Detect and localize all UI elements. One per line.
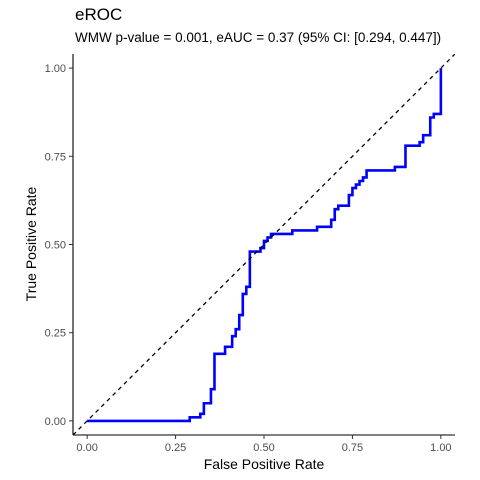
x-tick-label: 0.50	[253, 442, 274, 454]
chart-title: eROC	[75, 5, 123, 24]
y-tick-label: 0.00	[45, 416, 66, 428]
x-tick-label: 0.00	[76, 442, 97, 454]
y-tick-label: 0.75	[45, 151, 66, 163]
x-tick-label: 0.25	[165, 442, 186, 454]
x-tick-label: 1.00	[430, 442, 451, 454]
x-tick-label: 0.75	[342, 442, 363, 454]
y-axis-label: True Positive Rate	[23, 186, 39, 301]
chart-subtitle: WMW p-value = 0.001, eAUC = 0.37 (95% CI…	[75, 30, 442, 45]
y-tick-label: 0.50	[45, 240, 66, 252]
x-axis-label: False Positive Rate	[204, 456, 325, 472]
y-tick-label: 0.25	[45, 328, 66, 340]
y-tick-label: 1.00	[45, 63, 66, 75]
reference-diagonal-line	[73, 54, 455, 435]
roc-curve-line	[87, 68, 443, 423]
